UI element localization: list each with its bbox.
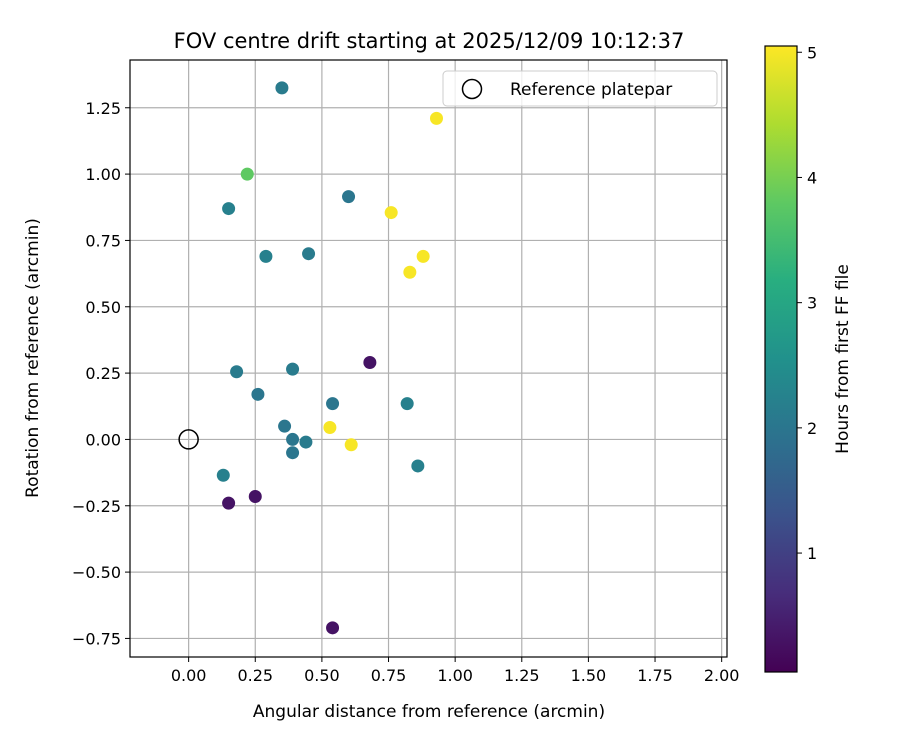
- colorbar-tick-label: 4: [807, 168, 817, 187]
- colorbar-label: Hours from first FF file: [833, 264, 853, 454]
- colorbar-tick-label: 3: [807, 294, 817, 313]
- y-tick-label: 0.25: [85, 364, 121, 383]
- scatter-point: [384, 206, 398, 220]
- scatter-point: [286, 432, 300, 446]
- axes-frame: [129, 59, 728, 658]
- colorbar-ticks: 1 2 3 4 5: [797, 43, 817, 563]
- x-tick-label: 1.25: [504, 666, 540, 685]
- colorbar: 1 2 3 4 5 Hours from first FF file: [764, 43, 853, 673]
- x-tick-label: 0.75: [371, 666, 407, 685]
- reference-marker: [178, 429, 199, 450]
- y-tick-label: 1.00: [85, 165, 121, 184]
- y-tick-label: −0.50: [72, 563, 121, 582]
- y-axis-ticks: −0.75 −0.50 −0.25 0.00 0.25 0.50 0.75 1.00 1.25: [72, 99, 130, 648]
- grid-lines: [130, 60, 727, 657]
- x-tick-label: 2.00: [704, 666, 740, 685]
- scatter-point: [403, 265, 417, 279]
- scatter-point: [302, 247, 316, 261]
- colorbar-tick-label: 1: [807, 544, 817, 563]
- scatter-point: [342, 190, 356, 204]
- scatter-point: [344, 438, 358, 452]
- legend-marker: [461, 78, 483, 100]
- data-points: [216, 81, 443, 635]
- x-tick-label: 1.75: [637, 666, 673, 685]
- y-tick-label: 1.25: [85, 99, 121, 118]
- y-tick-label: −0.75: [72, 629, 121, 648]
- x-tick-label: 0.00: [171, 666, 207, 685]
- scatter-point: [278, 419, 292, 433]
- scatter-point: [286, 362, 300, 376]
- scatter-point: [400, 397, 414, 411]
- legend-box: [442, 70, 718, 107]
- plot-area: 0.00 0.25 0.50 0.75 1.00 1.25 1.50 1.75 2.00 −0.…: [72, 59, 740, 685]
- x-axis-label: Angular distance from reference (arcmin): [253, 702, 605, 722]
- x-tick-label: 0.25: [237, 666, 273, 685]
- scatter-point: [416, 249, 430, 263]
- scatter-point: [251, 387, 265, 401]
- scatter-point: [299, 435, 313, 449]
- scatter-point: [216, 468, 230, 482]
- colorbar-tick-label: 2: [807, 419, 817, 438]
- scatter-point: [259, 249, 273, 263]
- scatter-point: [248, 489, 262, 503]
- x-axis-ticks: 0.00 0.25 0.50 0.75 1.00 1.25 1.50 1.75 2.00: [171, 657, 740, 685]
- scatter-point: [326, 621, 340, 635]
- x-tick-label: 1.00: [437, 666, 473, 685]
- scatter-point: [222, 202, 236, 216]
- scatter-point: [429, 111, 443, 125]
- legend: Reference platepar: [442, 70, 718, 107]
- scatter-point: [275, 81, 289, 95]
- legend-label: Reference platepar: [510, 80, 672, 100]
- colorbar-gradient: [764, 45, 798, 673]
- scatter-point: [323, 420, 337, 434]
- x-tick-label: 1.50: [571, 666, 607, 685]
- scatter-point: [363, 355, 377, 369]
- scatter-point: [411, 459, 425, 473]
- scatter-point: [222, 496, 236, 510]
- colorbar-tick-label: 5: [807, 43, 817, 62]
- y-tick-label: 0.50: [85, 298, 121, 317]
- scatter-point: [240, 167, 254, 181]
- scatter-point: [326, 397, 340, 411]
- y-axis-label: Rotation from reference (arcmin): [23, 218, 43, 498]
- y-tick-label: 0.00: [85, 430, 121, 449]
- y-tick-label: −0.25: [72, 497, 121, 516]
- x-tick-label: 0.50: [304, 666, 340, 685]
- y-tick-label: 0.75: [85, 231, 121, 250]
- scatter-point: [286, 446, 300, 460]
- scatter-point: [230, 365, 244, 379]
- chart-title: FOV centre drift starting at 2025/12/09 …: [174, 29, 685, 53]
